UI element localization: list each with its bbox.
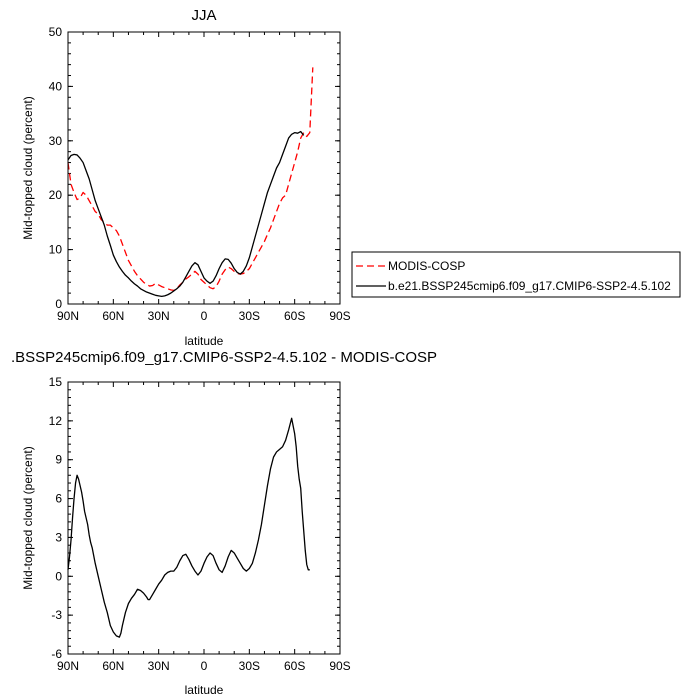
chart-bottom-ticks — [67, 381, 341, 655]
chart-bottom-y-tick-label: 0 — [55, 569, 62, 583]
chart-bottom-y-tick-label: -3 — [51, 608, 62, 622]
chart-bottom-x-tick-label: 60S — [284, 659, 305, 673]
chart-bottom-x-tick-label: 60N — [102, 659, 124, 673]
chart-bottom: .BSSP245cmip6.f09_g17.CMIP6-SSP2-4.5.102… — [11, 349, 437, 697]
chart-top-x-tick-label: 0 — [201, 309, 208, 323]
chart-bottom-y-tick-label: 9 — [55, 453, 62, 467]
chart-bottom-y-tick-label: 15 — [49, 375, 63, 389]
chart-bottom-x-tick-label: 30S — [239, 659, 260, 673]
legend: MODIS-COSP b.e21.BSSP245cmip6.f09_g17.CM… — [351, 251, 681, 298]
chart-top-x-tick-label: 30S — [239, 309, 260, 323]
chart-top-series-line-0 — [67, 67, 314, 292]
chart-top-y-tick-label: 0 — [55, 297, 62, 311]
chart-top-x-tick-label: 60N — [102, 309, 124, 323]
legend-label-model: b.e21.BSSP245cmip6.f09_g17.CMIP6-SSP2-4.… — [388, 279, 671, 293]
chart-top-y-tick-label: 50 — [49, 25, 63, 39]
chart-bottom-y-tick-label: -6 — [51, 647, 62, 661]
chart-top-x-tick-labels: 90N 60N 30N 0 30S 60S 90S — [57, 309, 351, 323]
chart-bottom-x-tick-label: 30N — [148, 659, 170, 673]
legend-label-modis: MODIS-COSP — [388, 259, 465, 273]
chart-top-ticks — [67, 31, 341, 305]
chart-top-series-line-1 — [67, 130, 305, 298]
chart-bottom-series — [67, 417, 310, 638]
chart-bottom-y-tick-label: 12 — [49, 414, 63, 428]
chart-top-y-tick-labels: 0 10 20 30 40 50 — [49, 25, 63, 311]
chart-top-x-tick-label: 60S — [284, 309, 305, 323]
chart-bottom-frame — [67, 381, 341, 655]
chart-top-y-axis-title: Mid-topped cloud (percent) — [21, 96, 35, 239]
chart-bottom-x-axis-title: latitude — [185, 683, 224, 697]
chart-top-y-tick-label: 30 — [49, 134, 63, 148]
chart-bottom-x-tick-label: 0 — [201, 659, 208, 673]
chart-top-y-tick-label: 20 — [49, 188, 63, 202]
chart-bottom-y-tick-label: 3 — [55, 530, 62, 544]
chart-bottom-x-tick-label: 90N — [57, 659, 79, 673]
chart-bottom-y-axis-title: Mid-topped cloud (percent) — [21, 446, 35, 589]
chart-top-title: JJA — [191, 7, 216, 24]
chart-bottom-x-tick-label: 90S — [329, 659, 350, 673]
chart-bottom-series-line-0 — [67, 417, 310, 638]
chart-bottom-x-tick-labels: 90N 60N 30N 0 30S 60S 90S — [57, 659, 351, 673]
chart-top-x-tick-label: 90S — [329, 309, 350, 323]
chart-bottom-title: .BSSP245cmip6.f09_g17.CMIP6-SSP2-4.5.102… — [11, 349, 437, 366]
chart-top-series — [67, 67, 314, 298]
chart-top-y-tick-label: 10 — [49, 243, 63, 257]
chart-top-x-axis-title: latitude — [185, 334, 224, 348]
chart-top-frame — [67, 31, 341, 305]
chart-top: JJA 90N 60N 30N 0 30S 60S 90S 0 10 20 30 40 50 lati… — [21, 7, 351, 348]
chart-top-y-tick-label: 40 — [49, 79, 63, 93]
legend-box — [351, 251, 681, 298]
chart-top-x-tick-label: 90N — [57, 309, 79, 323]
chart-bottom-y-tick-label: 6 — [55, 492, 62, 506]
chart-top-x-tick-label: 30N — [148, 309, 170, 323]
chart-bottom-y-tick-labels: -6 -3 0 3 6 9 12 15 — [49, 375, 63, 661]
